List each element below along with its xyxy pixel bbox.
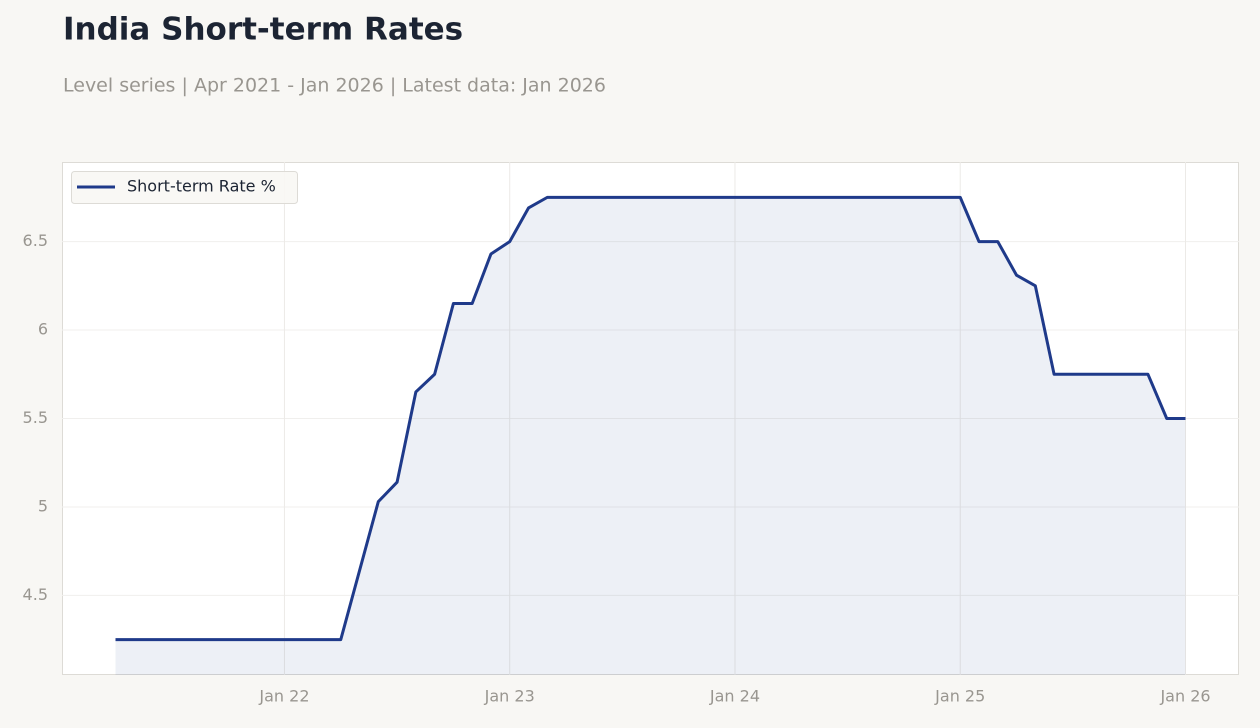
- y-tick-label: 4.5: [23, 585, 48, 604]
- x-tick-label: Jan 23: [484, 687, 535, 706]
- area-fill: [115, 197, 1186, 675]
- y-tick-label: 5.5: [23, 408, 48, 427]
- y-tick-label: 6: [38, 320, 48, 339]
- legend-label: Short-term Rate %: [127, 177, 276, 196]
- legend-box: [71, 171, 298, 204]
- chart-title: India Short-term Rates: [63, 12, 463, 48]
- y-tick-label: 6.5: [23, 231, 48, 250]
- line: [115, 195, 1186, 642]
- x-tick-label: Jan 24: [709, 687, 760, 706]
- x-tick-label: Jan 22: [258, 687, 309, 706]
- chart-subtitle: Level series | Apr 2021 - Jan 2026 | Lat…: [63, 75, 606, 97]
- x-tick-label: Jan 25: [934, 687, 985, 706]
- x-tick-label: Jan 26: [1159, 687, 1210, 706]
- y-tick-label: 5: [38, 496, 48, 515]
